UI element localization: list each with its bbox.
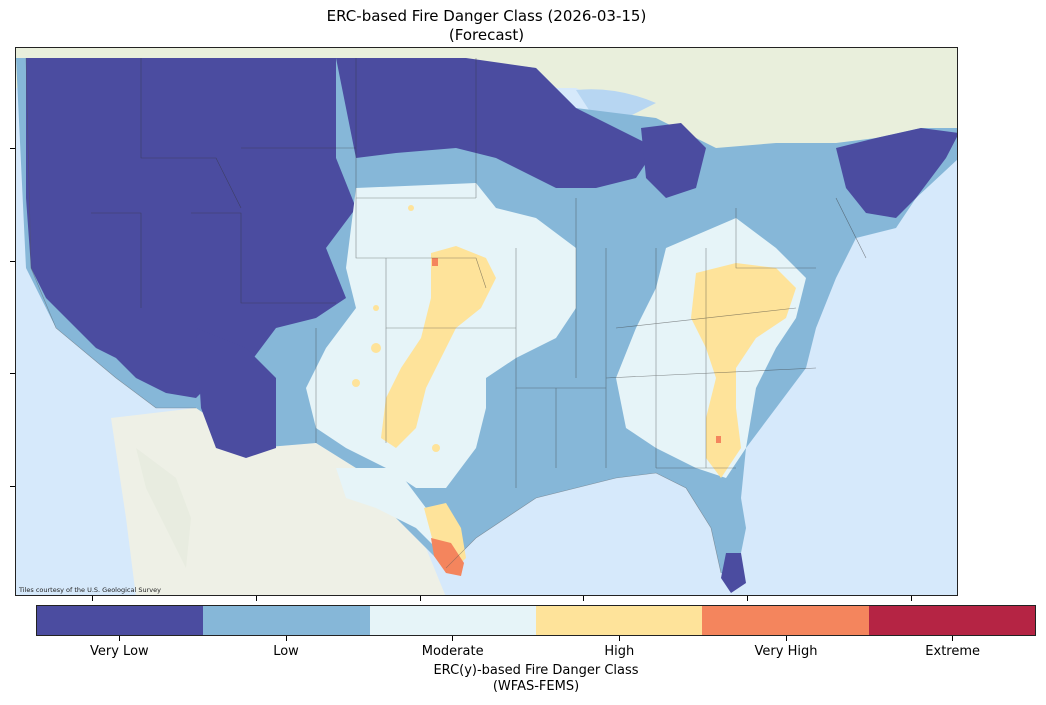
class-very-low-southwest: [196, 328, 276, 458]
class-high-spot: [373, 305, 379, 311]
class-high-plains: [381, 246, 496, 448]
colorbar-tick: [952, 636, 954, 641]
class-very-high-south-texas: [431, 538, 464, 576]
x-tick: [420, 596, 421, 601]
colorbar-segment-extreme: [868, 606, 1035, 635]
chart-title: ERC-based Fire Danger Class (2026-03-15)…: [0, 7, 973, 45]
colorbar-label: Moderate: [421, 644, 484, 659]
state-boundaries: [91, 58, 867, 488]
colorbar-label: High: [604, 644, 635, 659]
colorbar-title: ERC(y)-based Fire Danger Class (WFAS-FEM…: [36, 663, 1036, 695]
class-very-low-florida: [721, 553, 746, 593]
x-tick: [256, 596, 257, 601]
x-tick: [747, 596, 748, 601]
class-high-spot: [371, 343, 381, 353]
colorbar-title-line1: ERC(y)-based Fire Danger Class: [433, 663, 639, 678]
fire-danger-map: [16, 48, 957, 595]
class-very-high-spot: [432, 258, 438, 266]
map-attribution: Tiles courtesy of the U.S. Geological Su…: [19, 586, 161, 594]
colorbar-tick: [118, 636, 120, 641]
chart-title-line1: ERC-based Fire Danger Class (2026-03-15): [326, 7, 647, 25]
class-high-spot: [408, 205, 414, 211]
mexico-land: [111, 408, 446, 595]
class-moderate-south: [336, 468, 436, 548]
x-tick: [92, 596, 93, 601]
y-tick: [10, 148, 15, 149]
x-tick: [583, 596, 584, 601]
class-very-low-new-england: [836, 128, 957, 218]
colorbar-tick: [452, 636, 454, 641]
colorbar-label: Extreme: [925, 644, 981, 659]
colorbar-tick: [618, 636, 620, 641]
colorbar-label: Very High: [754, 644, 818, 659]
west-coastline: [25, 57, 196, 409]
colorbar-label: Very Low: [90, 644, 149, 659]
colorbar-segment-high: [535, 606, 703, 635]
class-very-low-michigan: [641, 123, 706, 198]
colorbar-label: Low: [273, 644, 299, 659]
class-high-spot: [352, 379, 360, 387]
y-tick: [10, 486, 15, 487]
class-very-low-north: [336, 58, 656, 188]
class-very-high-spot: [716, 436, 721, 443]
baja-land: [136, 448, 191, 568]
gulf-coastline: [445, 472, 722, 574]
colorbar-segment-very-high: [702, 606, 869, 635]
colorbar-tick: [785, 636, 787, 641]
y-tick: [10, 261, 15, 262]
colorbar-segment-low: [203, 606, 370, 635]
colorbar: [36, 605, 1036, 636]
x-tick: [911, 596, 912, 601]
chart-title-line2: (Forecast): [448, 26, 525, 44]
y-tick: [10, 373, 15, 374]
class-very-low-west: [26, 58, 356, 398]
map-panel[interactable]: Tiles courtesy of the U.S. Geological Su…: [15, 47, 958, 596]
colorbar-title-line2: (WFAS-FEMS): [492, 679, 580, 694]
colorbar-tick: [285, 636, 287, 641]
colorbar-segment-very-low: [37, 606, 204, 635]
class-high-spot: [432, 444, 440, 452]
colorbar-segment-moderate: [369, 606, 536, 635]
